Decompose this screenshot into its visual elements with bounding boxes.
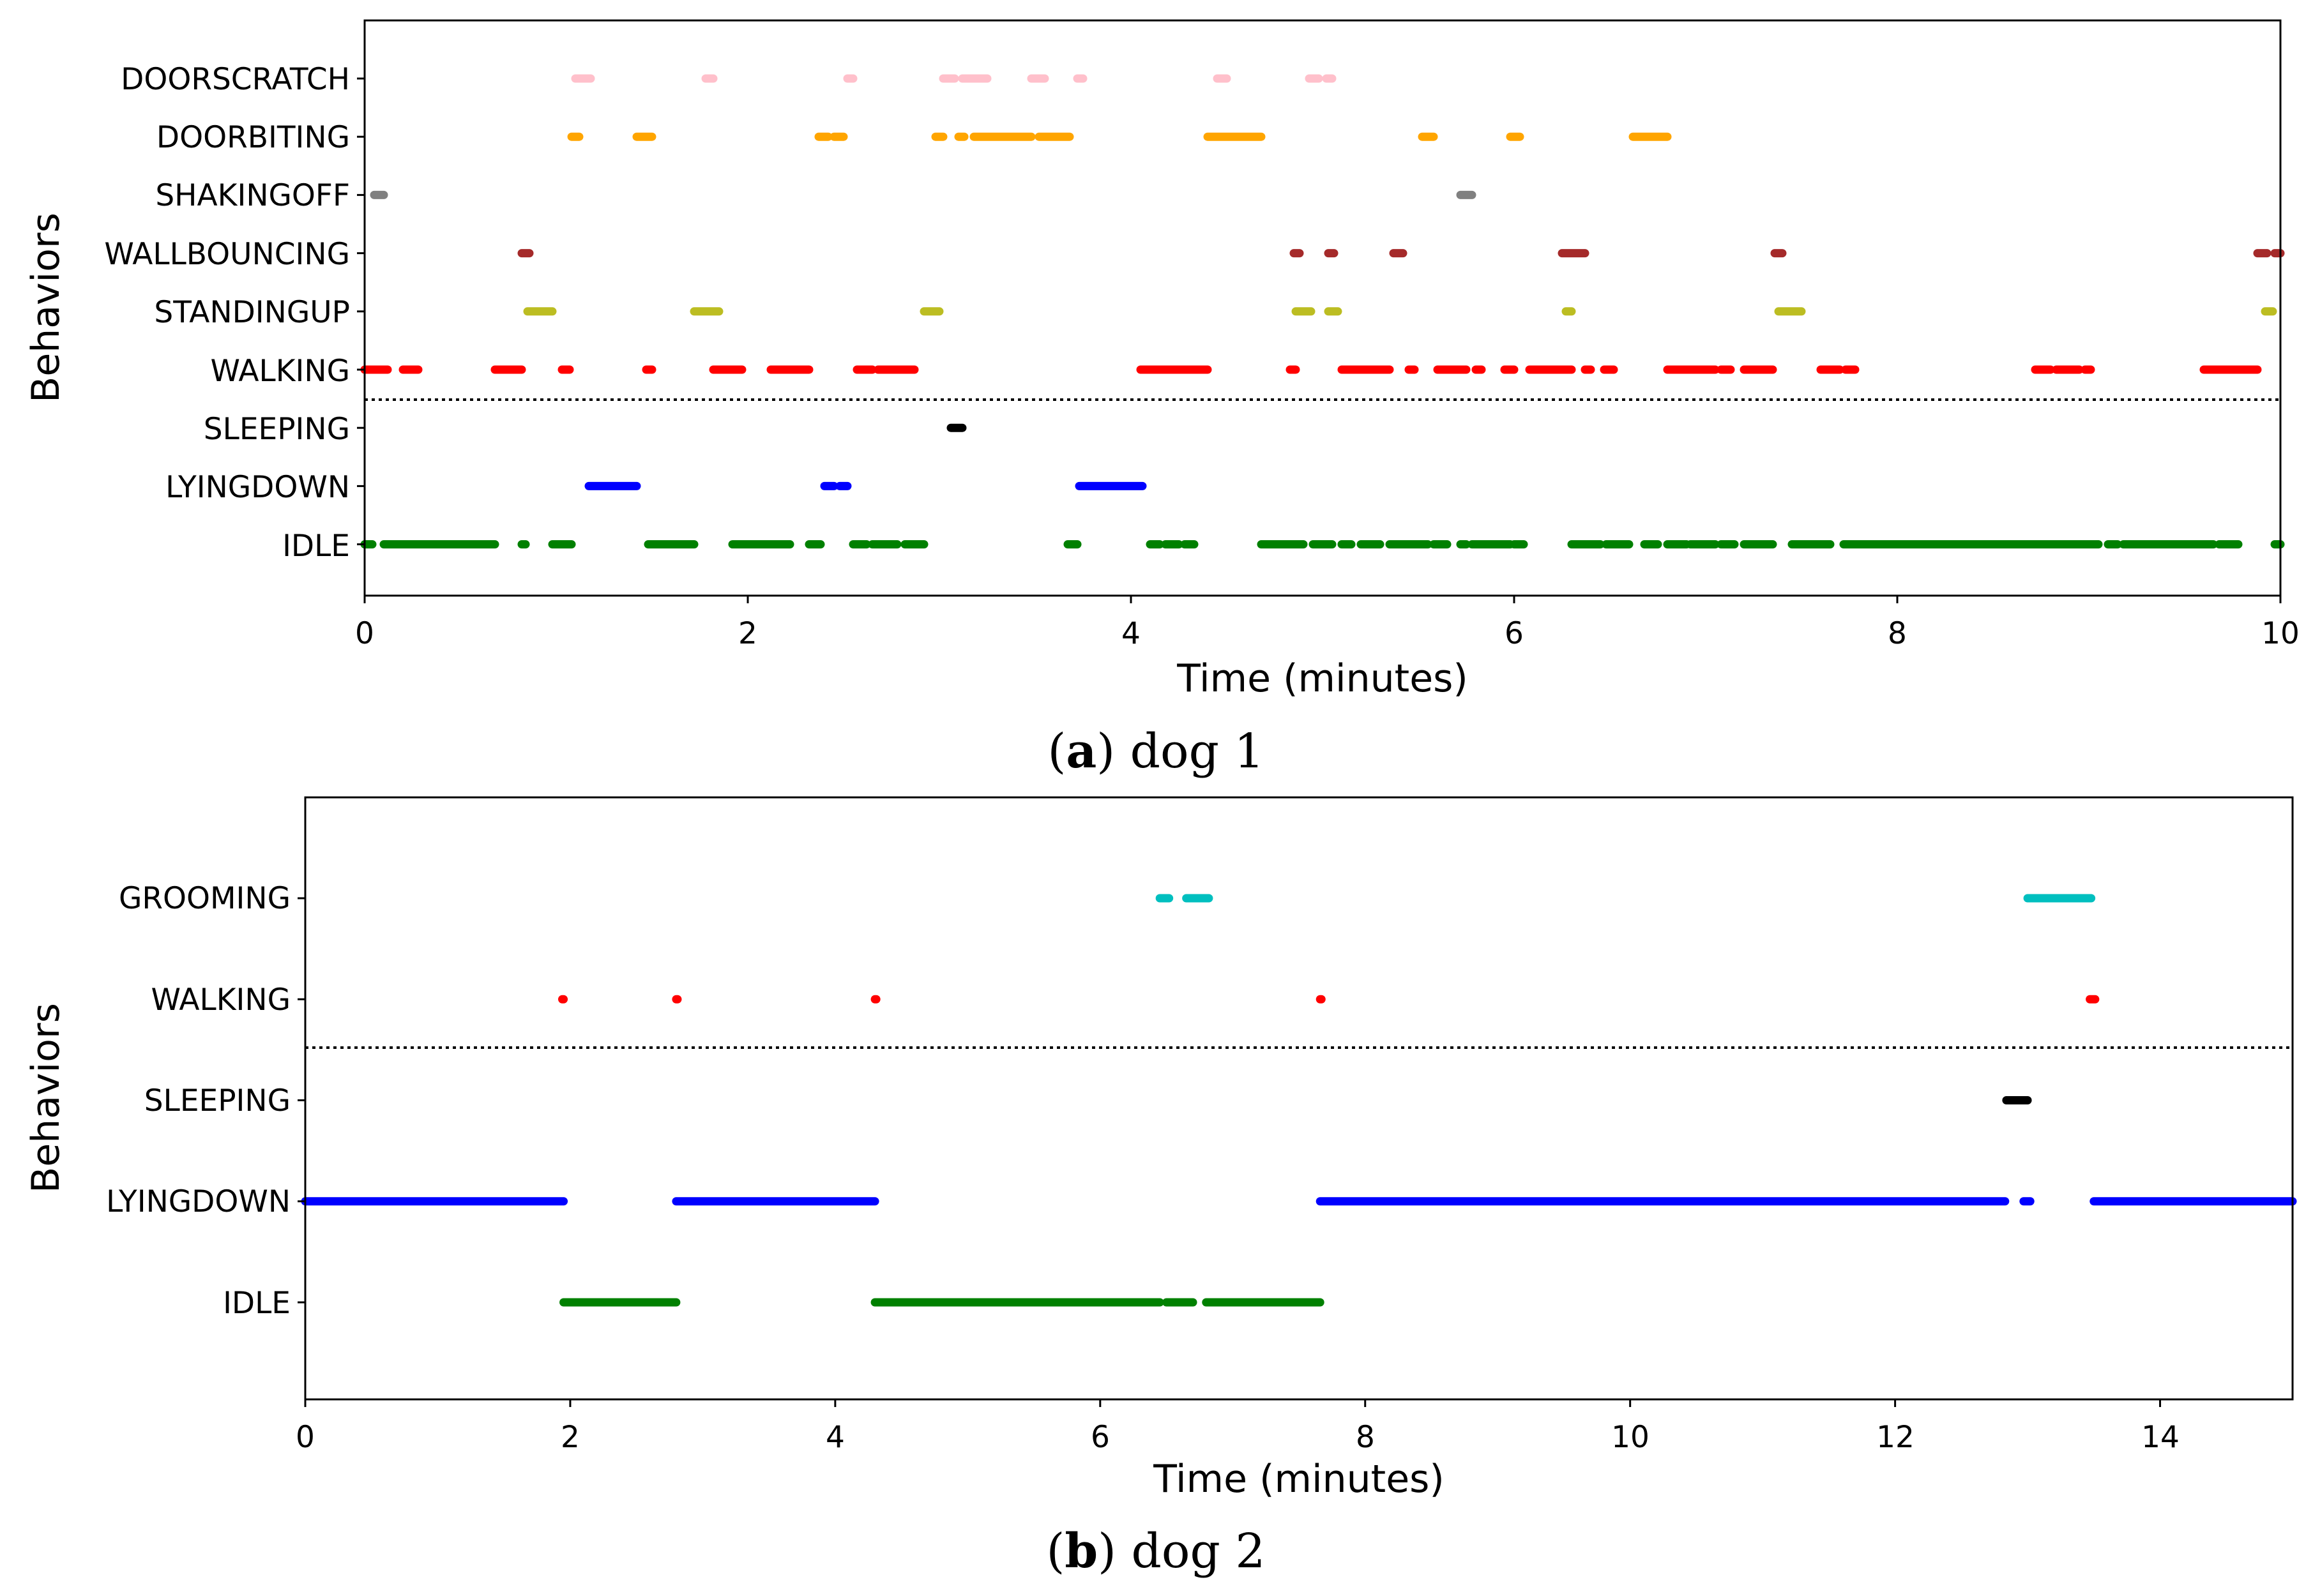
x-tick-label: 8 [1888, 616, 1907, 651]
caption-letter: b [1065, 1524, 1098, 1579]
y-tick-label: SHAKINGOFF [155, 178, 350, 213]
x-tick-label: 2 [738, 616, 757, 651]
y-tick-label: DOORSCRATCH [121, 62, 350, 97]
y-tick-label: LYINGDOWN [106, 1184, 291, 1219]
marks-group [301, 894, 2297, 1307]
x-tick-label: 0 [355, 616, 374, 651]
x-axis-label: Time (minutes) [1176, 656, 1468, 701]
x-axis: 0 2 4 6 8 10 12 14 [296, 1399, 2180, 1455]
x-tick-label: 10 [1611, 1420, 1649, 1455]
x-tick-label: 4 [1121, 616, 1141, 651]
y-tick-label: DOORBITING [156, 120, 350, 155]
x-tick-label: 14 [2141, 1420, 2180, 1455]
caption-text: dog 1 [1115, 724, 1264, 779]
x-tick-label: 12 [1876, 1420, 1915, 1455]
x-tick-label: 4 [826, 1420, 845, 1455]
caption: (b) dog 2 [1047, 1524, 1266, 1579]
plot-frame [363, 19, 2282, 597]
marks-group [360, 74, 2285, 549]
caption-text: dog 2 [1116, 1524, 1265, 1579]
y-tick-label: STANDINGUP [154, 295, 350, 330]
y-tick-label: IDLE [282, 529, 350, 564]
x-axis: 0 2 4 6 8 10 [355, 596, 2300, 651]
y-tick-label: WALLBOUNCING [104, 237, 350, 272]
panel-a: DOORSCRATCH DOORBITING SHAKINGOFF WALLBO… [24, 19, 2300, 779]
y-tick-label: WALKING [151, 982, 291, 1018]
x-tick-label: 0 [296, 1420, 315, 1455]
x-axis-label: Time (minutes) [1153, 1457, 1445, 1502]
y-axis-label: Behaviors [24, 1003, 68, 1193]
y-axis: DOORSCRATCH DOORBITING SHAKINGOFF WALLBO… [104, 62, 365, 564]
caption-letter: a [1066, 724, 1096, 779]
y-tick-label: GROOMING [119, 881, 291, 916]
plot-frame [304, 796, 2294, 1401]
y-tick-label: SLEEPING [204, 412, 350, 447]
panel-b: GROOMING WALKING SLEEPING LYINGDOWN IDLE… [24, 796, 2297, 1579]
caption: (a) dog 1 [1047, 724, 1264, 779]
x-tick-label: 6 [1505, 616, 1524, 651]
y-axis: GROOMING WALKING SLEEPING LYINGDOWN IDLE [106, 881, 305, 1321]
y-tick-label: SLEEPING [144, 1083, 291, 1118]
x-tick-label: 6 [1091, 1420, 1110, 1455]
y-tick-label: LYINGDOWN [165, 470, 350, 505]
x-tick-label: 10 [2261, 616, 2300, 651]
y-axis-label: Behaviors [24, 213, 68, 403]
y-tick-label: WALKING [211, 354, 351, 389]
x-tick-label: 8 [1356, 1420, 1375, 1455]
y-tick-label: IDLE [223, 1286, 291, 1321]
x-tick-label: 2 [561, 1420, 580, 1455]
